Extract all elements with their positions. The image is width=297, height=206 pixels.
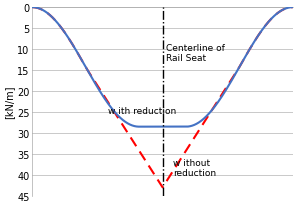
Text: w ithout
reduction: w ithout reduction	[173, 158, 216, 178]
Text: Centerline of
Rail Seat: Centerline of Rail Seat	[166, 44, 225, 63]
Y-axis label: [kN/m]: [kN/m]	[4, 85, 14, 119]
Text: w ith reduction: w ith reduction	[108, 106, 176, 115]
